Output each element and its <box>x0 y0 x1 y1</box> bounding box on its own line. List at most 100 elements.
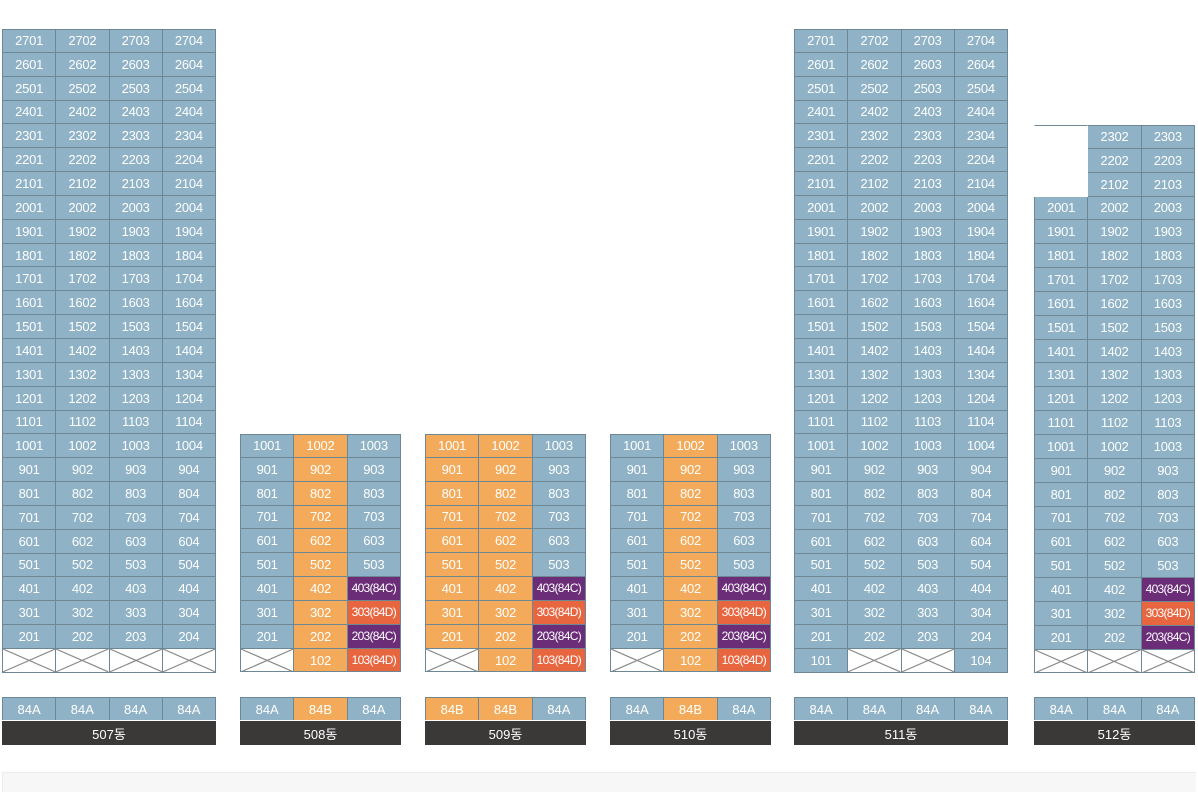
unit-cell: 2603 <box>109 52 163 77</box>
unit-cell: 503 <box>717 553 771 578</box>
unit-cell: 401 <box>425 577 480 601</box>
floor-row: 2101 2102 2103 2104 <box>794 172 1008 196</box>
unit-cell: 2201 <box>794 148 849 173</box>
unit-cell: 1404 <box>162 338 216 363</box>
unit-cell: 1002 <box>848 434 902 459</box>
unit-cell: 701 <box>240 505 295 530</box>
unit-cell: 302 <box>848 601 902 626</box>
unit-cell: 903 <box>109 458 163 483</box>
unit-cell: 1101 <box>1034 411 1089 435</box>
unit-cell: 602 <box>56 529 110 554</box>
empty-space <box>1034 149 1088 173</box>
unit-cell: 704 <box>162 505 216 530</box>
floor-row: 2701 2702 2703 2704 <box>794 29 1008 53</box>
unit-cell: 2702 <box>848 29 902 53</box>
unit-cell: 1303 <box>1141 363 1195 388</box>
floor-row: 1401 1402 1403 1404 <box>2 338 216 363</box>
floor-row: 901 902 903 <box>425 457 586 482</box>
floor-row: 2001 2002 2003 <box>1034 196 1195 221</box>
unit-cell: 202 <box>1088 625 1142 650</box>
unit-cell: 902 <box>56 458 110 483</box>
unit-cell: 703 <box>347 505 401 530</box>
unit-cell: 1702 <box>848 267 902 292</box>
floor-row: 2601 2602 2603 2604 <box>2 52 216 77</box>
floor-row: 102 103(84D) <box>240 648 401 673</box>
unit-cell: 1004 <box>162 434 216 459</box>
unit-cell: 1402 <box>1088 339 1142 364</box>
unit-cell: 1702 <box>56 267 110 292</box>
unit-cell: 1801 <box>2 243 57 268</box>
unit-type-label: 84A <box>794 697 849 720</box>
unit-cell: 802 <box>848 482 902 506</box>
unit-cell: 103(84D) <box>532 648 586 673</box>
unit-cell: 801 <box>610 481 665 506</box>
unit-cell: 903 <box>347 457 401 482</box>
unit-cell: 1401 <box>1034 339 1089 364</box>
unit-cell: 802 <box>56 482 110 506</box>
unit-cell: 702 <box>664 505 718 530</box>
unit-grid: 2302 2303 2202 2203 2102 2103 2001 2002 2003 1901… <box>1034 125 1195 674</box>
unit-cell: 1003 <box>1141 434 1195 459</box>
unit-grid: 2701 2702 2703 2704 2601 2602 2603 2604 2501 2502… <box>2 29 216 673</box>
unit-cell: 1401 <box>2 338 57 363</box>
unit-cell: 502 <box>479 553 533 578</box>
unit-cell: 601 <box>2 529 57 554</box>
floor-row: 401 402 403(84C) <box>610 577 771 601</box>
unit-cell: 2001 <box>794 195 849 220</box>
no-unit-cell <box>1034 649 1089 674</box>
unit-cell: 2401 <box>2 100 57 125</box>
unit-cell: 202 <box>56 625 110 649</box>
building-label: 508동 <box>240 721 401 745</box>
unit-type-label: 84A <box>162 697 216 720</box>
unit-cell: 2103 <box>1141 172 1195 197</box>
unit-grid: 1001 1002 1003 901 902 903 801 802 803 701 702 703 6… <box>240 434 401 673</box>
floor-row: 701 702 703 <box>425 505 586 530</box>
unit-cell: 2401 <box>794 100 849 125</box>
unit-cell: 1503 <box>109 315 163 339</box>
unit-cell: 1703 <box>1141 268 1195 292</box>
floor-row: 201 202 203(84C) <box>610 624 771 649</box>
unit-cell: 501 <box>425 553 480 578</box>
floor-row <box>1034 649 1195 674</box>
floor-row: 2001 2002 2003 2004 <box>2 195 216 220</box>
unit-cell: 1303 <box>109 362 163 387</box>
unit-cell: 303(84D) <box>532 600 586 625</box>
unit-cell: 802 <box>664 481 718 506</box>
unit-cell: 1301 <box>794 362 849 387</box>
unit-grid: 1001 1002 1003 901 902 903 801 802 803 701 702 703 6… <box>425 434 586 673</box>
unit-cell: 203(84C) <box>1141 625 1195 650</box>
unit-cell: 1103 <box>1141 411 1195 435</box>
no-unit-cross-icon <box>56 649 108 672</box>
floor-row: 201 202 203(84C) <box>425 624 586 649</box>
floor-row: 2302 2303 <box>1034 125 1195 149</box>
unit-cell: 1203 <box>901 386 955 411</box>
unit-cell: 1003 <box>532 434 586 458</box>
unit-cell: 2201 <box>2 148 57 173</box>
unit-cell: 703 <box>532 505 586 530</box>
unit-cell: 403 <box>901 577 955 602</box>
floor-row: 2501 2502 2503 2504 <box>794 76 1008 101</box>
unit-type-label: 84A <box>901 697 955 720</box>
unit-cell: 301 <box>2 601 57 626</box>
unit-cell: 201 <box>610 624 665 649</box>
unit-type-row: 84A 84A 84A 84A <box>2 697 216 720</box>
unit-cell: 1404 <box>954 338 1008 363</box>
no-unit-cross-icon <box>110 649 162 672</box>
unit-cell: 502 <box>1088 554 1142 579</box>
floor-row: 2201 2202 2203 2204 <box>794 148 1008 173</box>
unit-cell: 801 <box>794 482 849 506</box>
unit-cell: 403(84C) <box>532 577 586 601</box>
floor-row: 601 602 603 604 <box>2 529 216 554</box>
unit-cell: 1204 <box>954 386 1008 411</box>
unit-cell: 402 <box>56 577 110 602</box>
unit-cell: 2203 <box>1141 148 1195 173</box>
unit-cell: 1402 <box>56 338 110 363</box>
unit-cell: 202 <box>848 625 902 649</box>
unit-cell: 502 <box>848 553 902 578</box>
unit-cell: 701 <box>794 505 849 530</box>
floor-row: 1101 1102 1103 1104 <box>2 410 216 435</box>
unit-cell: 2004 <box>162 195 216 220</box>
floor-row: 1501 1502 1503 1504 <box>2 315 216 339</box>
unit-cell: 603 <box>347 529 401 554</box>
unit-cell: 1201 <box>2 386 57 411</box>
